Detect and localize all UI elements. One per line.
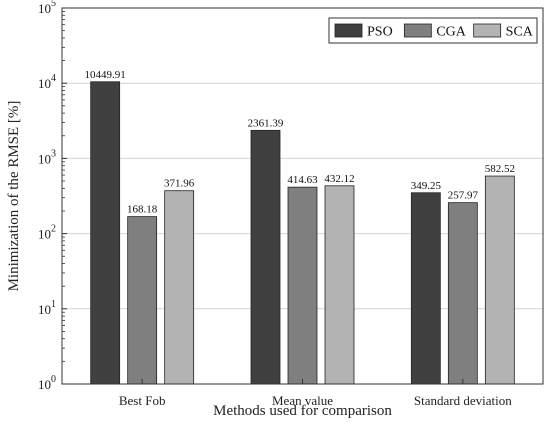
y-tick-base: 10 [38, 302, 51, 317]
bar-cga [287, 186, 318, 385]
bar-cga [447, 202, 478, 385]
bar-sca [164, 190, 195, 385]
y-tick-label: 105 [38, 0, 56, 16]
legend: PSO CGA SCA [328, 17, 538, 44]
bar-pso [90, 81, 121, 385]
legend-label-pso: PSO [367, 25, 393, 40]
bar-value-label: 371.96 [164, 178, 195, 190]
x-tick-label: Best Fob [119, 393, 166, 408]
legend-swatch-pso [334, 23, 363, 38]
y-tick-base: 10 [38, 151, 51, 166]
bar-sca [484, 175, 515, 385]
x-axis-title: Methods used for comparison [213, 403, 392, 419]
bar-value-label: 432.12 [324, 173, 354, 185]
legend-swatch-sca [473, 23, 502, 38]
y-tick-label: 100 [38, 374, 56, 392]
bar-value-label: 349.25 [411, 180, 442, 192]
legend-box [328, 17, 538, 44]
bar-value-label: 582.52 [485, 163, 515, 175]
y-tick-base: 10 [38, 1, 51, 16]
bar-value-label: 257.97 [448, 190, 479, 202]
bar-value-label: 2361.39 [248, 117, 284, 129]
y-tick-label: 101 [38, 299, 56, 317]
bar-sca [324, 185, 355, 385]
legend-label-cga: CGA [436, 25, 466, 40]
y-tick-base: 10 [38, 377, 51, 392]
bar-value-label: 414.63 [287, 174, 318, 186]
x-tick-label: Mean value [272, 393, 333, 408]
y-tick-label: 103 [38, 148, 56, 166]
bar-value-label: 168.18 [127, 204, 158, 216]
bar-pso [250, 129, 281, 385]
x-axis-ticks: Best Fob Mean value Standard deviation [119, 379, 512, 408]
y-axis-title: Minimization of the RMSE [%] [6, 101, 22, 292]
y-tick-label: 104 [38, 73, 56, 91]
bar-pso [410, 192, 441, 385]
bars-layer [90, 81, 515, 385]
bar-cga [127, 216, 158, 385]
y-tick-base: 10 [38, 227, 51, 242]
y-tick-exponent: 1 [51, 299, 56, 310]
legend-label-sca: SCA [506, 25, 534, 40]
bar-value-label: 10449.91 [85, 69, 126, 81]
y-tick-exponent: 3 [51, 148, 56, 159]
y-tick-exponent: 2 [51, 224, 56, 235]
data-labels-layer: 10449.91 168.18 371.96 2361.39 414.63 432.12 3… [85, 69, 515, 216]
y-tick-exponent: 5 [51, 0, 56, 9]
x-tick-label: Standard deviation [414, 393, 512, 408]
y-tick-exponent: 0 [51, 374, 56, 385]
y-tick-exponent: 4 [51, 73, 56, 84]
y-tick-label: 102 [38, 224, 56, 242]
legend-swatch-cga [403, 23, 432, 38]
y-tick-base: 10 [38, 76, 51, 91]
